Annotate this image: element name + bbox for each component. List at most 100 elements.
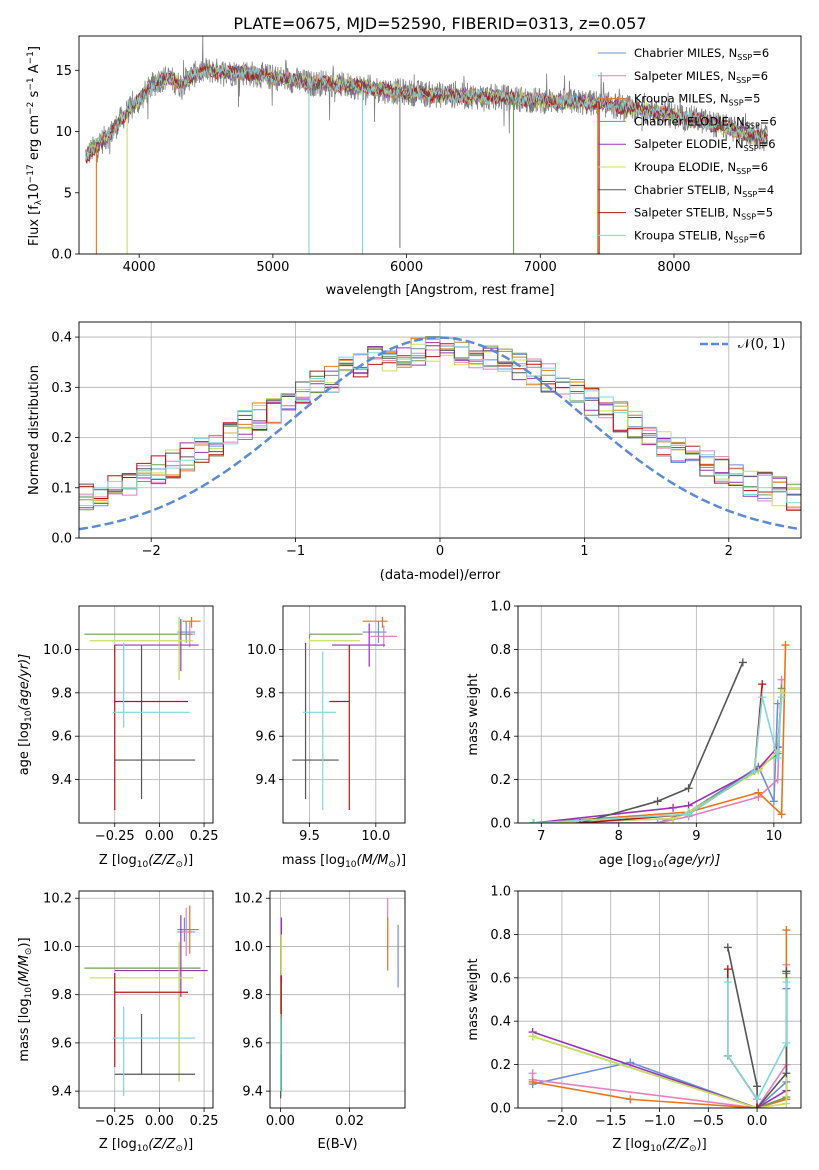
age-vs-Z-ylabel: age [log10(age/yr)] bbox=[17, 654, 34, 776]
mass-vs-Z-ytick-label: 9.8 bbox=[51, 988, 72, 1003]
mass-weight-vs-Z-xtick-label: −1.5 bbox=[595, 1114, 627, 1129]
mass-weight-marker bbox=[653, 797, 662, 806]
mass-vs-Z-xlabel-part: ⊙ bbox=[175, 1144, 183, 1154]
residuals-xtick-label: −1 bbox=[286, 544, 305, 559]
age-vs-mass-xlabel-part: mass [log bbox=[282, 853, 345, 868]
age-vs-Z-ytick-label: 9.8 bbox=[51, 686, 72, 701]
mass-weight-marker bbox=[777, 810, 786, 819]
spectrum-ytick-label: 15 bbox=[55, 64, 72, 79]
legend-entry-part: SSP bbox=[737, 53, 752, 62]
age-vs-Z-frame bbox=[78, 605, 214, 824]
age-vs-mass-ytick-label: 9.8 bbox=[255, 686, 276, 701]
legend-entry-part: Salpeter STELIB, N bbox=[634, 206, 741, 220]
spectrum-xtick-label: 4000 bbox=[123, 260, 156, 275]
model-spectrum-line bbox=[85, 65, 768, 161]
legend-entry-part: SSP bbox=[736, 76, 751, 85]
age-vs-Z-xlabel-part: 10 bbox=[137, 860, 149, 870]
residuals-ytick-label: 0.0 bbox=[51, 532, 72, 547]
age-vs-Z-ytick-label: 9.4 bbox=[51, 773, 72, 788]
mass-vs-EBV-xlabel: E(B-V) bbox=[317, 1137, 357, 1152]
mass-weight-marker bbox=[782, 978, 791, 987]
mass-vs-EBV-ytick-label: 10.0 bbox=[234, 940, 263, 955]
mass-weight-marker bbox=[723, 1051, 732, 1060]
residuals-xlabel: (data-model)/error bbox=[380, 568, 501, 583]
age-vs-Z-ylabel-part: (age/yr)] bbox=[17, 654, 32, 711]
legend-entry-part: SSP bbox=[734, 235, 749, 244]
legend-entry-part: Chabrier MILES, N bbox=[634, 46, 737, 60]
legend-entry-part: Chabrier ELODIE, N bbox=[634, 114, 745, 128]
mass-weight-marker bbox=[781, 641, 790, 650]
age-vs-mass-xlabel-part: ⊙ bbox=[388, 860, 396, 870]
legend-entry-part: Kroupa STELIB, N bbox=[634, 228, 734, 242]
residuals-ytick-label: 0.2 bbox=[51, 431, 72, 446]
residuals-xtick-label: 0 bbox=[436, 544, 444, 559]
mass-vs-Z-ylabel-part: )] bbox=[17, 937, 32, 947]
mass-weight-vs-age-xtick-label: 9 bbox=[692, 829, 700, 844]
age-vs-mass-ytick-label: 10.0 bbox=[247, 643, 276, 658]
spectrum-ytick-label: 10 bbox=[55, 125, 72, 140]
age-vs-Z-xtick-label: −0.25 bbox=[95, 829, 135, 844]
mass-weight-marker bbox=[753, 1104, 762, 1108]
mass-weight-vs-age-xtick-label: 10 bbox=[766, 829, 783, 844]
mass-weight-marker bbox=[723, 978, 732, 987]
mass-weight-vs-Z-ytick-label: 0.6 bbox=[490, 971, 511, 986]
mass-weight-marker bbox=[626, 1095, 635, 1104]
mass-weight-vs-Z-plot-area bbox=[528, 926, 791, 1108]
mass-weight-vs-Z-ylabel: mass weight bbox=[466, 958, 481, 1040]
mass-vs-Z-ylabel: mass [log10(M/M⊙)] bbox=[17, 937, 34, 1061]
mass-vs-Z-frame bbox=[78, 890, 214, 1109]
spectrum-ylabel-part: A bbox=[27, 64, 42, 77]
mass-weight-vs-Z-ytick-label: 1.0 bbox=[490, 885, 511, 900]
residuals-xtick-label: −2 bbox=[142, 544, 161, 559]
residuals-xtick-label: 2 bbox=[725, 544, 733, 559]
mass-vs-Z-ytick-label: 9.4 bbox=[51, 1085, 72, 1100]
age-vs-Z-xtick-label: 0.00 bbox=[145, 829, 174, 844]
spectrum-ytick-label: 0.0 bbox=[51, 248, 72, 263]
residuals-ylabel: Normed distribution bbox=[27, 365, 42, 495]
mass-weight-vs-age-ytick-label: 0.6 bbox=[490, 686, 511, 701]
legend-entry-part: =6 bbox=[759, 137, 776, 151]
mass-weight-vs-age-ytick-label: 0.4 bbox=[490, 730, 511, 745]
mass-weight-marker bbox=[782, 1099, 791, 1108]
age-vs-mass-xlabel-part: (M/M bbox=[357, 853, 389, 868]
mass-vs-EBV-ytick-label: 9.4 bbox=[242, 1085, 263, 1100]
mass-vs-EBV-frame bbox=[269, 890, 406, 1109]
residuals-plot-area bbox=[79, 336, 801, 531]
legend-entry: Chabrier STELIB, NSSP=4 bbox=[634, 183, 774, 199]
mass-weight-vs-Z-xtick-label: −1.0 bbox=[644, 1114, 676, 1129]
mass-vs-Z-xlabel-part: )] bbox=[183, 1137, 193, 1152]
mass-weight-vs-Z-xtick-label: −2.0 bbox=[546, 1114, 578, 1129]
spectrum-plot-area bbox=[85, 36, 768, 254]
mass-vs-Z-ytick-label: 10.0 bbox=[43, 940, 72, 955]
mass-weight-vs-Z-xtick-label: −0.5 bbox=[693, 1114, 725, 1129]
mass-weight-marker bbox=[773, 775, 782, 784]
age-vs-mass-ytick-label: 9.6 bbox=[255, 730, 276, 745]
mass-weight-vs-age-frame bbox=[517, 605, 802, 824]
spectrum-ylabel-part: −17 bbox=[26, 164, 36, 183]
age-vs-Z-xlabel-part: (Z/Z bbox=[148, 853, 176, 868]
mass-weight-vs-Z-xlabel-part: ⊙ bbox=[689, 1144, 697, 1154]
mass-weight-marker bbox=[782, 1069, 791, 1078]
mass-weight-marker bbox=[528, 1032, 537, 1041]
mass-vs-Z-ylabel-part: 10 bbox=[24, 987, 34, 999]
residuals-ytick-label: 0.1 bbox=[51, 481, 72, 496]
mass-vs-Z-ylabel-part: (M/M bbox=[17, 955, 32, 987]
spectrum-ylabel-part: −1 bbox=[26, 77, 36, 90]
mass-weight-vs-age-xtick-label: 8 bbox=[615, 829, 623, 844]
mass-weight-vs-Z-xlabel-part: (Z/Z bbox=[662, 1137, 690, 1152]
spectrum-xtick-label: 8000 bbox=[657, 260, 690, 275]
legend-entry-part: SSP bbox=[744, 144, 759, 153]
mass-weight-vs-age-ytick-label: 0.8 bbox=[490, 643, 511, 658]
mass-weight-marker bbox=[769, 797, 778, 806]
residuals-ytick-label: 0.4 bbox=[51, 331, 72, 346]
mass-weight-vs-age-xlabel: age [log10(age/yr)] bbox=[599, 853, 721, 870]
spectrum-ylabel-part: −1 bbox=[26, 51, 36, 64]
spectrum-ylabel-part: erg cm bbox=[27, 115, 42, 164]
spectrum-ylabel-part: ] bbox=[27, 46, 42, 51]
mass-vs-Z-ylabel-part: mass [log bbox=[17, 998, 32, 1061]
mass-weight-marker bbox=[753, 1095, 762, 1104]
legend-entry-part: =6 bbox=[752, 46, 769, 60]
mass-weight-vs-Z-ytick-label: 0.0 bbox=[490, 1102, 511, 1117]
